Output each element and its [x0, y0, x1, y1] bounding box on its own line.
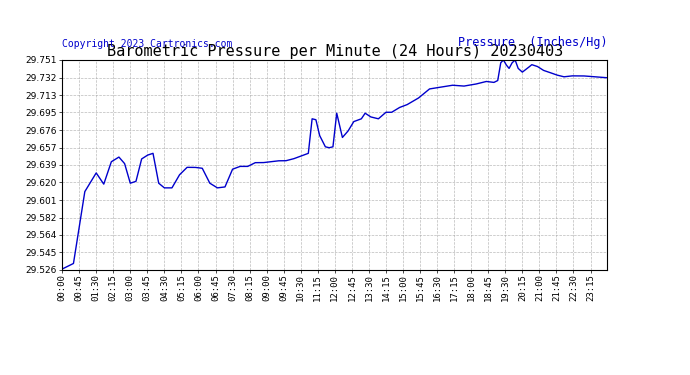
Text: Pressure  (Inches/Hg): Pressure (Inches/Hg) — [457, 36, 607, 49]
Text: Copyright 2023 Cartronics.com: Copyright 2023 Cartronics.com — [62, 39, 233, 49]
Title: Barometric Pressure per Minute (24 Hours) 20230403: Barometric Pressure per Minute (24 Hours… — [106, 44, 563, 59]
